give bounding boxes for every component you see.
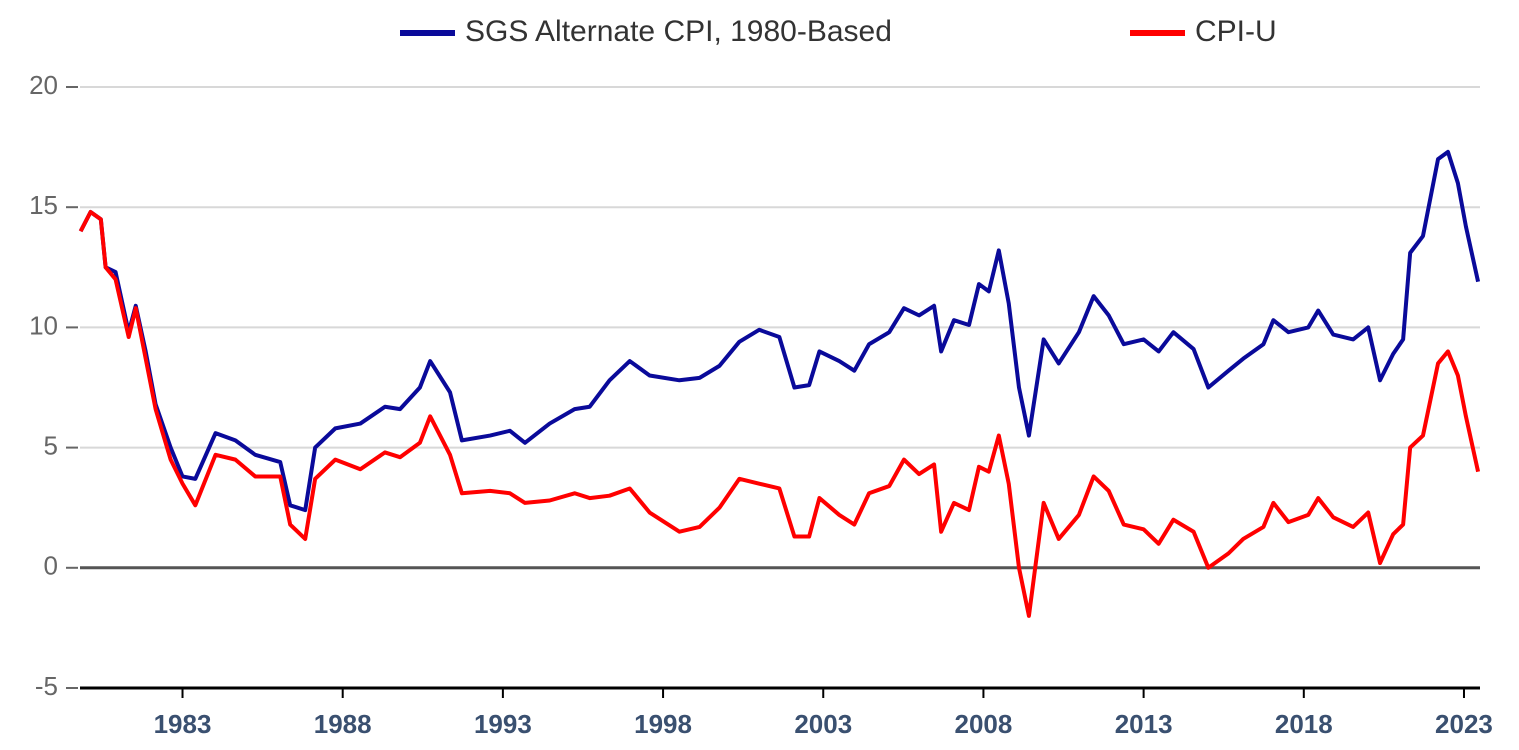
x-tick-label: 2008 [955, 709, 1013, 739]
series-line [78, 149, 1481, 513]
x-tick-label: 1983 [154, 709, 212, 739]
x-tick-label: 2013 [1115, 709, 1173, 739]
y-tick-label: 5 [44, 430, 58, 460]
x-tick-label: 1998 [634, 709, 692, 739]
x-tick-label: 1993 [474, 709, 532, 739]
y-tick-label: 20 [29, 70, 58, 100]
legend-label: CPI-U [1195, 15, 1277, 48]
y-tick-label: -5 [35, 671, 58, 701]
x-tick-label: 2003 [794, 709, 852, 739]
y-tick-label: 10 [29, 310, 58, 340]
y-tick-label: 0 [44, 551, 58, 581]
x-tick-label: 2018 [1275, 709, 1333, 739]
legend-label: SGS Alternate CPI, 1980-Based [465, 15, 892, 48]
y-tick-label: 15 [29, 190, 58, 220]
series-line [78, 210, 1481, 618]
x-tick-label: 2023 [1435, 709, 1493, 739]
x-tick-label: 1988 [314, 709, 372, 739]
